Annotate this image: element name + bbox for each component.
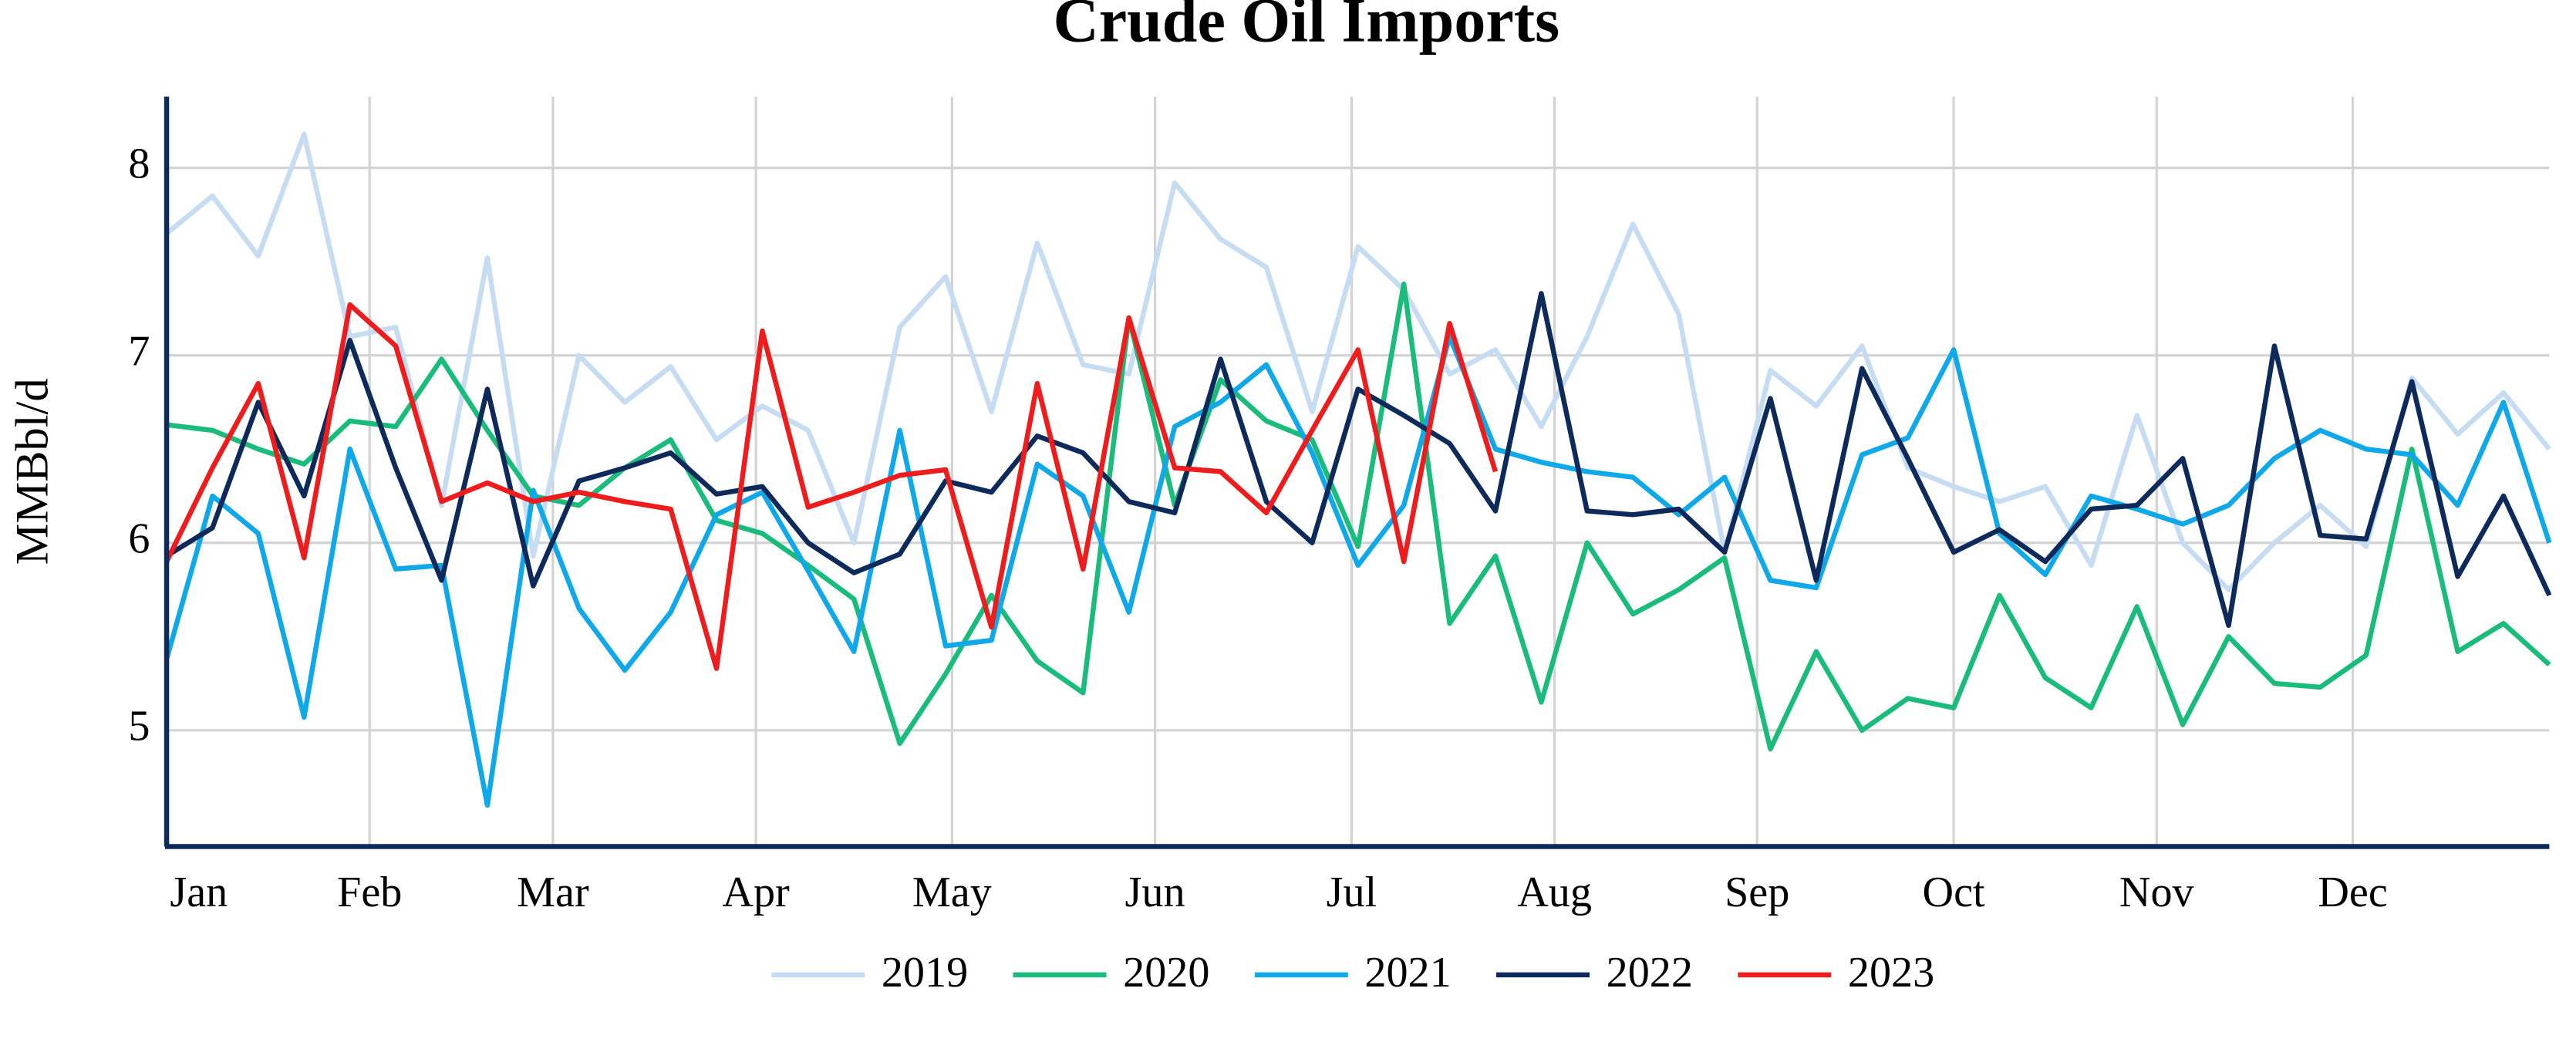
line-series: [166, 282, 2551, 752]
legend-label: 2022: [1607, 949, 1693, 997]
x-tick-label: May: [912, 869, 992, 916]
y-tick-label: 6: [128, 515, 150, 563]
x-tick-label: Dec: [2318, 869, 2387, 916]
x-tick-label: Jul: [1327, 869, 1377, 916]
y-tick-label: 7: [128, 328, 150, 376]
chart-title: Crude Oil Imports: [1053, 0, 1559, 55]
legend-label: 2023: [1848, 949, 1934, 997]
legend-label: 2021: [1364, 949, 1451, 997]
legend-label: 2019: [882, 949, 968, 997]
x-tick-label: Jun: [1125, 869, 1185, 916]
plot-area: [164, 131, 2552, 808]
x-tick-label: Feb: [337, 869, 402, 916]
x-tick-label: Oct: [1923, 869, 1985, 916]
line-series: [164, 334, 2552, 808]
x-tick-label: Mar: [517, 869, 589, 916]
x-tick-label: Aug: [1517, 869, 1592, 916]
x-tick-label: Sep: [1725, 869, 1789, 916]
y-axis-label: MMBbl/d: [6, 378, 58, 565]
line-series: [164, 302, 1499, 671]
legend: 2019 2020 2021 2022 2023: [771, 949, 1934, 997]
legend-label: 2020: [1123, 949, 1209, 997]
y-tick-label: 5: [128, 703, 150, 750]
line-series: [164, 131, 2551, 592]
x-tick-label: Apr: [722, 869, 790, 916]
x-tick-label: Nov: [2119, 869, 2195, 916]
y-tick-label: 8: [128, 140, 150, 188]
x-tick-label: Jan: [170, 869, 228, 916]
line-series: [165, 291, 2552, 628]
